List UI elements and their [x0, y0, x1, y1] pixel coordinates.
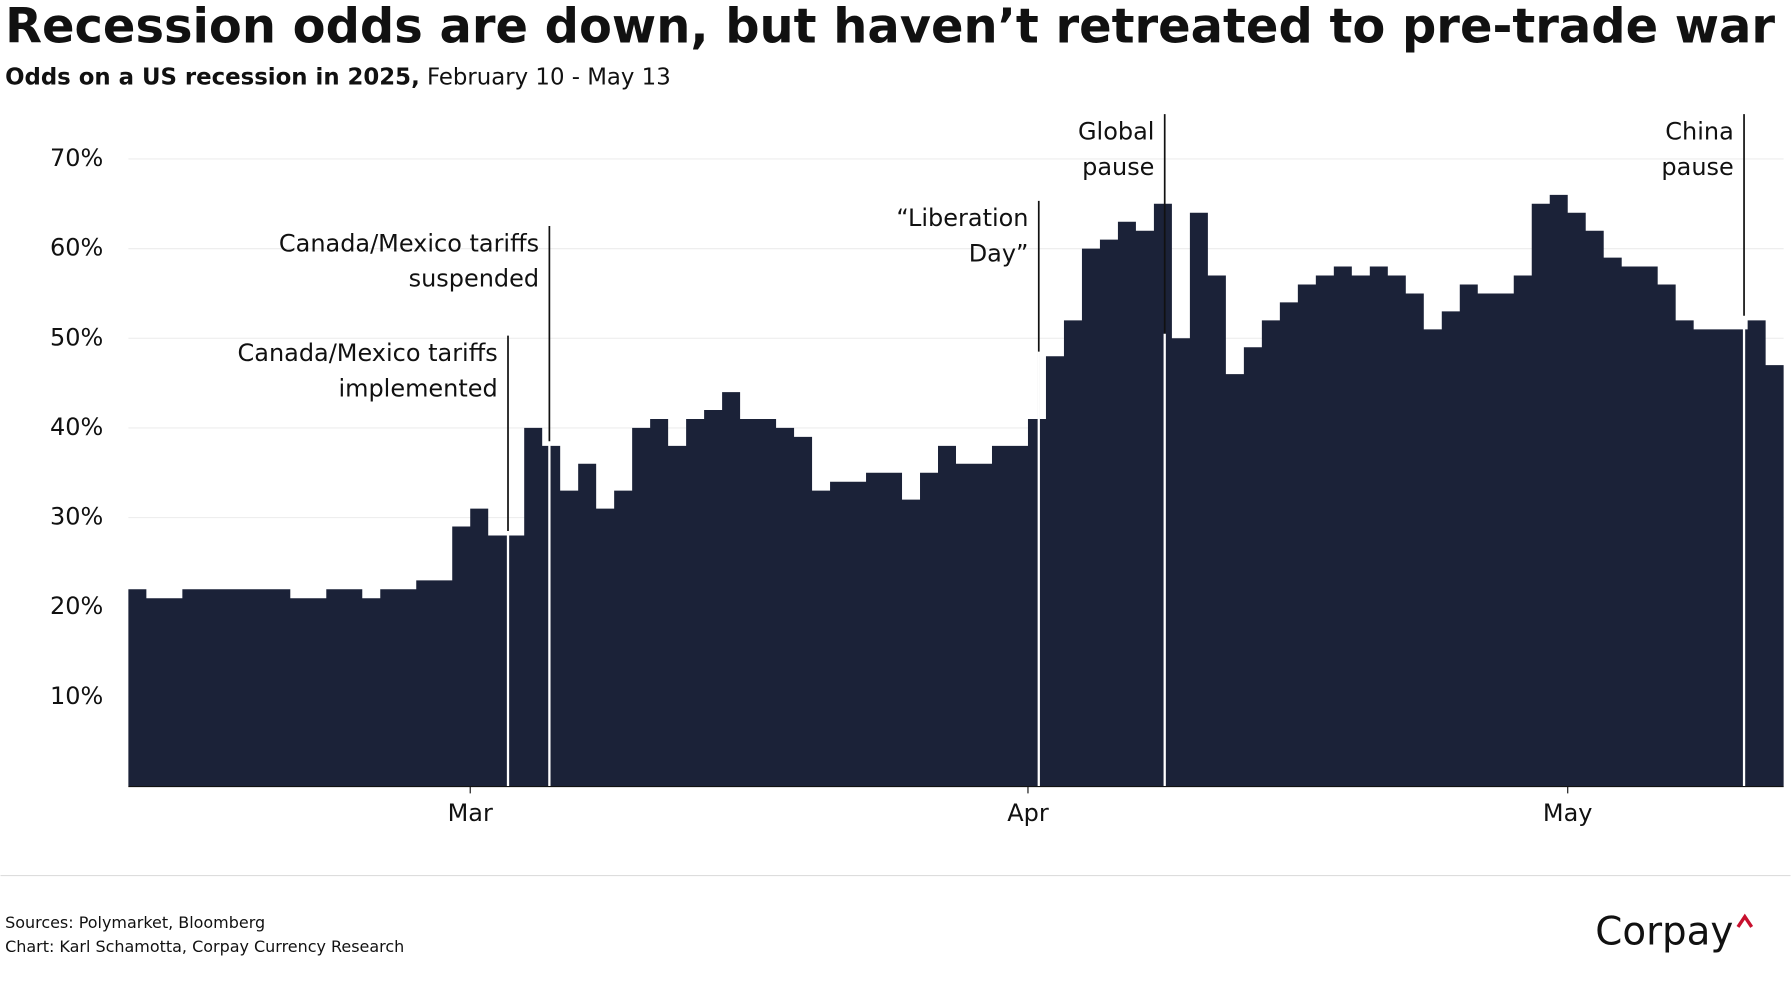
annotation-text: pause: [1661, 153, 1733, 181]
annotation-text: Global: [1078, 117, 1154, 145]
subtitle: February 10 - May 13: [427, 64, 671, 90]
y-tick-label: 10%: [50, 682, 103, 710]
y-tick-label: 50%: [50, 323, 103, 351]
x-tick-label: Mar: [448, 799, 493, 827]
logo-caret: [1736, 913, 1754, 928]
annotation-text: suspended: [409, 265, 539, 293]
x-tick-label: Apr: [1007, 799, 1049, 827]
y-tick-label: 60%: [50, 234, 103, 262]
chart-subtitle: Odds on a US recession in 2025, February…: [5, 64, 671, 90]
annotation-text: Day”: [969, 240, 1029, 268]
subtitle-bold: Odds on a US recession in 2025,: [5, 64, 420, 90]
area: [128, 194, 1784, 787]
y-tick-label: 20%: [50, 592, 103, 620]
source: Sources: Polymarket, Bloomberg: [5, 913, 265, 932]
annotation-text: pause: [1082, 153, 1154, 181]
y-tick-label: 30%: [50, 503, 103, 531]
annotation-text: “Liberation: [896, 204, 1028, 232]
annotation-text: Canada/Mexico tariffs: [279, 229, 539, 257]
annotation-text: Canada/Mexico tariffs: [238, 339, 498, 367]
y-tick-label: 70%: [50, 144, 103, 172]
x-tick-label: May: [1543, 799, 1593, 827]
logo: Corpay: [1595, 909, 1733, 954]
annotation-text: implemented: [338, 374, 497, 402]
source: Chart: Karl Schamotta, Corpay Currency R…: [5, 937, 404, 956]
annotation-text: China: [1665, 117, 1733, 145]
chart-title: Recession odds are down, but haven’t ret…: [5, 0, 1791, 55]
y-tick-label: 40%: [50, 413, 103, 441]
